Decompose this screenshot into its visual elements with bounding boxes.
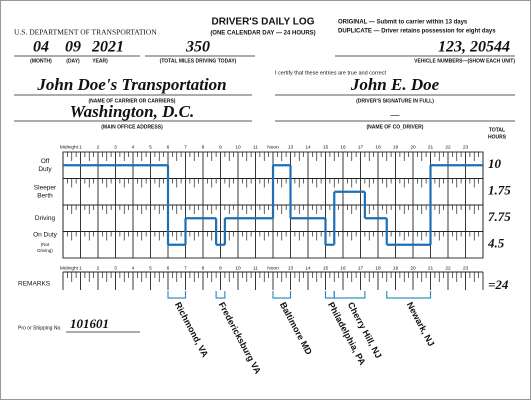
hour-label: 14 xyxy=(305,265,311,271)
status-label: Off xyxy=(41,158,50,165)
hour-label: 16 xyxy=(340,144,346,150)
hour-label: 6 xyxy=(167,144,170,150)
shipping-label: Pro or Shipping No. xyxy=(18,325,62,331)
status-label: Duty xyxy=(38,166,52,173)
hour-label: 7 xyxy=(184,144,187,150)
signature-label: (DRIVER'S SIGNATURE IN FULL) xyxy=(356,98,434,104)
hour-label: 14 xyxy=(305,144,311,150)
hour-label: 19 xyxy=(393,144,399,150)
shipping-no: 101601 xyxy=(70,316,109,331)
hour-label: 15 xyxy=(323,265,329,271)
remark-bracket xyxy=(333,291,366,299)
subtitle: (ONE CALENDAR DAY — 24 HOURS) xyxy=(210,31,315,37)
office: Washington, D.C. xyxy=(70,102,194,121)
hour-label: 20 xyxy=(410,144,416,150)
hour-label: 22 xyxy=(445,144,451,150)
hour-label: 5 xyxy=(149,265,152,271)
hour-label: 16 xyxy=(340,265,346,271)
miles-label: (TOTAL MILES DRIVING TODAY) xyxy=(160,58,237,64)
remark-bracket xyxy=(386,291,432,299)
title: DRIVER'S DAILY LOG xyxy=(212,17,315,28)
status-total: 7.75 xyxy=(488,209,511,224)
total-header: TOTAL xyxy=(489,127,505,133)
duplicate-note: DUPLICATE — Driver retains possession fo… xyxy=(338,29,496,35)
hour-label: 2 xyxy=(97,144,100,150)
hour-label: 22 xyxy=(445,265,451,271)
status-total: 4.5 xyxy=(487,236,505,251)
office-label: (MAIN OFFICE ADDRESS) xyxy=(101,124,163,130)
hour-label: 17 xyxy=(358,144,364,150)
hour-label: 10 xyxy=(235,265,241,271)
status-total: 10 xyxy=(488,156,502,171)
hour-label: Midnight xyxy=(60,265,79,271)
total-header: HOURS xyxy=(488,134,507,140)
status-label: Berth xyxy=(37,192,53,199)
hour-label: 20 xyxy=(410,265,416,271)
status-label: Driving) xyxy=(37,248,53,253)
hour-label: 21 xyxy=(428,144,434,150)
hour-label: 1 xyxy=(79,144,82,150)
hour-label: 23 xyxy=(463,144,469,150)
vehicle: 123, 20544 xyxy=(438,39,510,56)
original-note: ORIGINAL — Submit to carrier within 13 d… xyxy=(338,20,468,26)
hour-label: 17 xyxy=(358,265,364,271)
hour-label: 8 xyxy=(202,265,205,271)
hour-label: 1 xyxy=(79,265,82,271)
hour-label: 15 xyxy=(323,144,329,150)
status-label: Driving xyxy=(35,215,56,222)
hour-label: Noon xyxy=(267,265,279,271)
signature: John E. Doe xyxy=(350,75,440,94)
hour-label: Midnight xyxy=(60,144,79,150)
hour-label: 9 xyxy=(219,144,222,150)
miles: 350 xyxy=(185,39,210,56)
hour-label: 18 xyxy=(375,265,381,271)
month: 04 xyxy=(33,39,49,56)
hour-label: 23 xyxy=(463,265,469,271)
year: 2021 xyxy=(91,39,124,56)
hour-label: 9 xyxy=(219,265,222,271)
status-total: 1.75 xyxy=(488,183,511,198)
hour-label: 7 xyxy=(184,265,187,271)
remark-bracket xyxy=(215,291,226,299)
hour-label: 11 xyxy=(253,144,258,150)
vehicle-label: VEHICLE NUMBERS—(SHOW EACH UNIT) xyxy=(414,58,515,64)
co-driver-label: (NAME OF CO_DRIVER) xyxy=(367,124,424,130)
remarks-label: REMARKS xyxy=(18,281,51,288)
hour-label: 19 xyxy=(393,265,399,271)
hour-label: 3 xyxy=(114,265,117,271)
hour-label: 3 xyxy=(114,144,117,150)
day-label: (DAY) xyxy=(66,58,80,64)
hour-label: 11 xyxy=(253,265,258,271)
hour-label: 10 xyxy=(235,144,241,150)
status-label: (Not xyxy=(41,242,50,247)
hour-label: 6 xyxy=(167,265,170,271)
hour-label: 2 xyxy=(97,265,100,271)
hour-label: 21 xyxy=(428,265,434,271)
agency: U.S. DEPARTMENT OF TRANSPORTATION xyxy=(14,28,157,37)
hour-label: 13 xyxy=(288,144,294,150)
status-label: On Duty xyxy=(33,231,58,238)
carrier-label: (NAME OF CARRIER OR CARRIERS) xyxy=(89,98,176,104)
hour-label: 13 xyxy=(288,265,294,271)
hour-label: 4 xyxy=(132,265,135,271)
grand-total: =24 xyxy=(488,277,509,292)
carrier: John Doe's Transportation xyxy=(36,75,226,94)
month-label: (MONTH) xyxy=(30,58,52,64)
remark-bracket xyxy=(167,291,187,299)
hour-label: 4 xyxy=(132,144,135,150)
hour-label: 5 xyxy=(149,144,152,150)
certify: I certify that these entries are true an… xyxy=(275,70,386,76)
hour-label: 18 xyxy=(375,144,381,150)
remark-bracket xyxy=(272,291,292,299)
co-driver: — xyxy=(391,109,400,119)
hour-label: Noon xyxy=(267,144,279,150)
year-label: YEAR) xyxy=(92,58,108,64)
day: 09 xyxy=(65,39,81,56)
status-label: Sleeper xyxy=(34,184,57,191)
hour-label: 8 xyxy=(202,144,205,150)
